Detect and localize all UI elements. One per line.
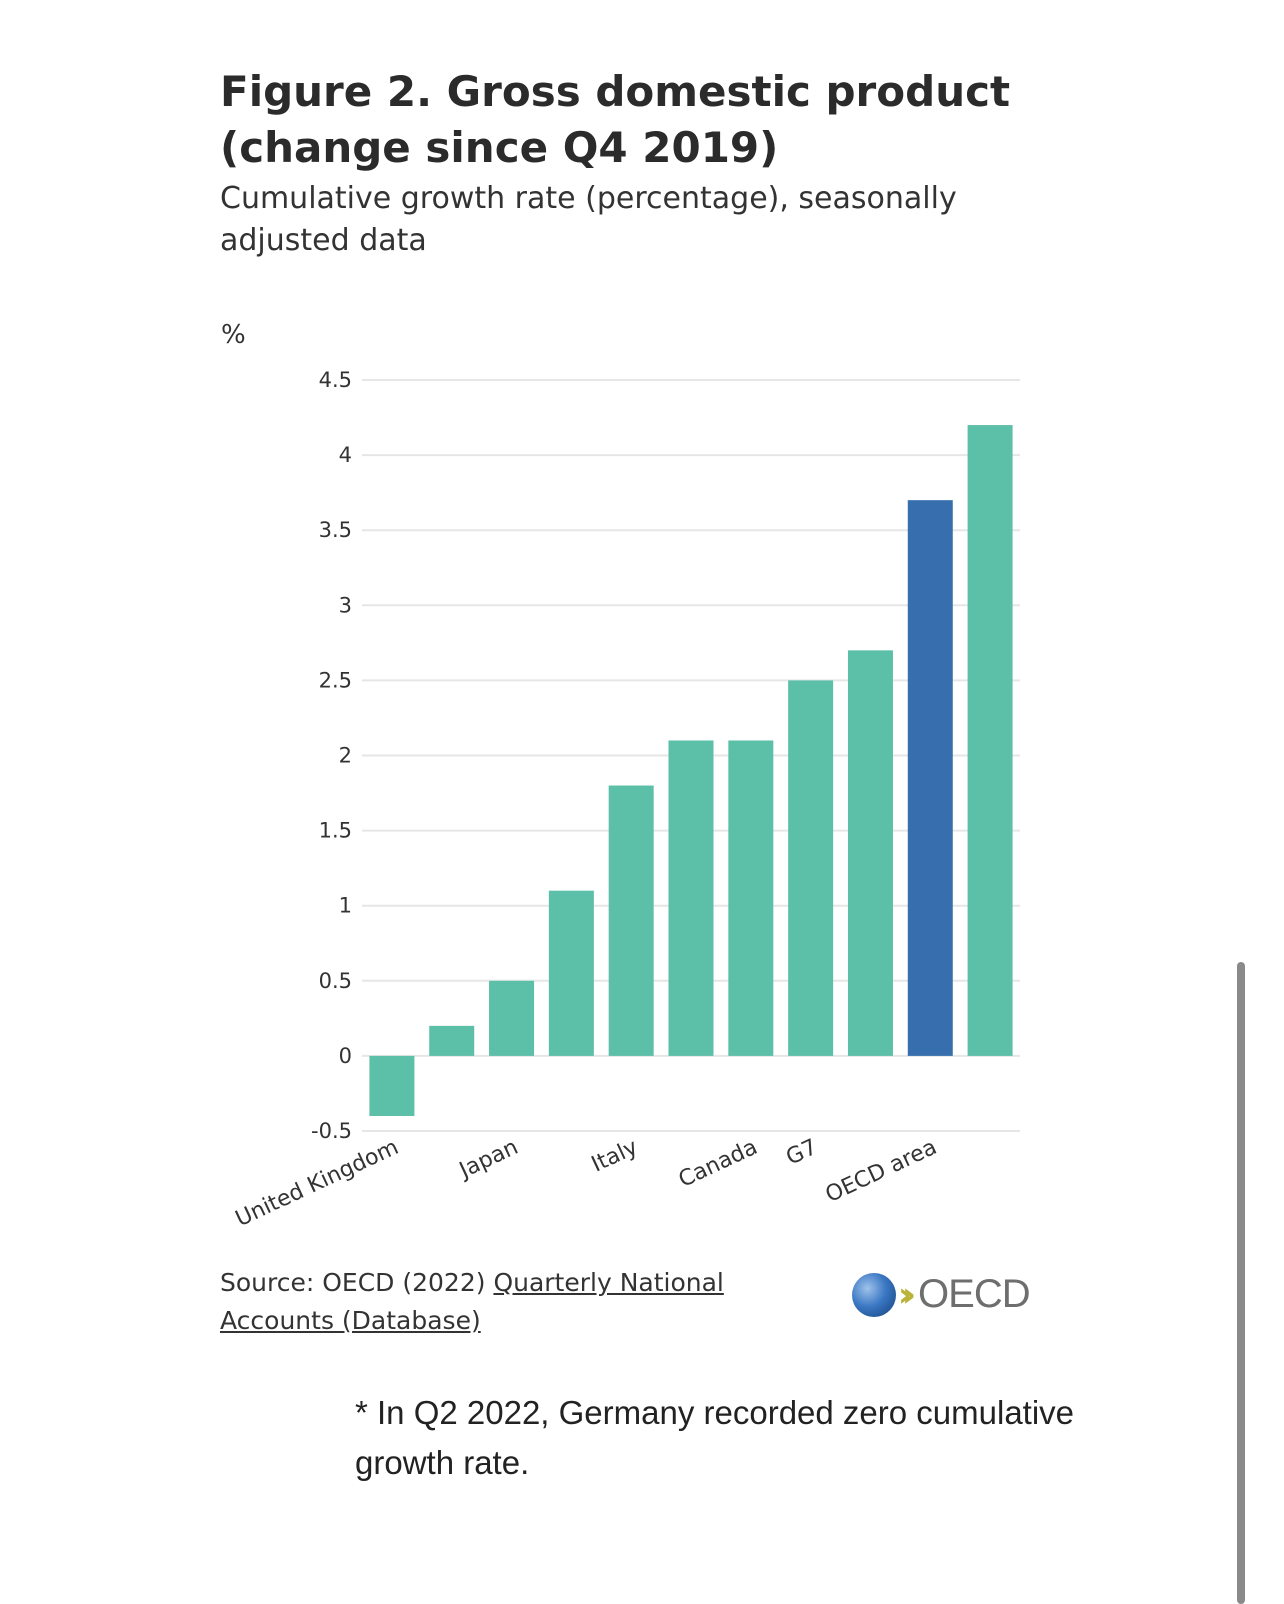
bar (608, 785, 654, 1056)
oecd-logo: ›› OECD (852, 1272, 1031, 1317)
y-tick-label: 2 (339, 744, 352, 768)
bar (429, 1025, 475, 1056)
x-category-labels: United Kingdom Japan Italy Canada G7 OECD are… (232, 1135, 941, 1232)
x-category-label: Italy (588, 1135, 642, 1178)
source-note: Source: OECD (2022) Quarterly National A… (220, 1264, 840, 1340)
y-tick-labels: 4.5 4 3.5 3 2.5 2 1.5 1 0.5 0 -0.5 (311, 368, 352, 1143)
bar (907, 500, 953, 1056)
source-prefix: Source: OECD (2022) (220, 1268, 494, 1297)
y-tick-label: 0 (339, 1044, 352, 1068)
x-category-label: OECD area (822, 1135, 941, 1208)
y-axis-unit-label: % (221, 320, 246, 350)
globe-icon (852, 1272, 896, 1317)
bar (369, 1055, 415, 1116)
y-tick-label: 4 (339, 443, 352, 467)
x-category-label: Canada (675, 1135, 761, 1193)
bar-chart: 4.5 4 3.5 3 2.5 2 1.5 1 0.5 0 -0.5 United Kingdom J… (232, 368, 1020, 1232)
y-tick-label: 3 (339, 593, 352, 617)
y-tick-label: 2.5 (319, 668, 352, 692)
x-category-label: Japan (454, 1135, 522, 1184)
bar (489, 980, 535, 1056)
y-tick-label: 0.5 (319, 969, 352, 993)
chart-title: Figure 2. Gross domestic product (change… (220, 67, 1011, 172)
y-tick-label: 1.5 (319, 819, 352, 843)
bar (548, 890, 594, 1056)
y-tick-label: 3.5 (319, 518, 352, 542)
oecd-logo-word: OECD (918, 1272, 1031, 1316)
bar (847, 650, 893, 1056)
y-tick-label: 1 (339, 894, 352, 918)
footnote: * In Q2 2022, Germany recorded zero cumu… (355, 1394, 1075, 1481)
y-tick-label: 4.5 (319, 368, 352, 392)
bar (668, 740, 714, 1056)
scrollbar[interactable] (1237, 962, 1245, 1604)
y-tick-label: -0.5 (311, 1119, 352, 1143)
bars (369, 425, 1013, 1116)
chart-subtitle: Cumulative growth rate (percentage), sea… (220, 181, 957, 258)
x-category-label: G7 (782, 1135, 821, 1171)
chevron-icon: ›› (898, 1274, 916, 1315)
bar (788, 680, 834, 1056)
bar (967, 425, 1013, 1056)
source-link[interactable]: Quarterly National Accounts (Database) (220, 1268, 724, 1335)
x-category-label: United Kingdom (232, 1135, 403, 1232)
bar (728, 740, 774, 1056)
